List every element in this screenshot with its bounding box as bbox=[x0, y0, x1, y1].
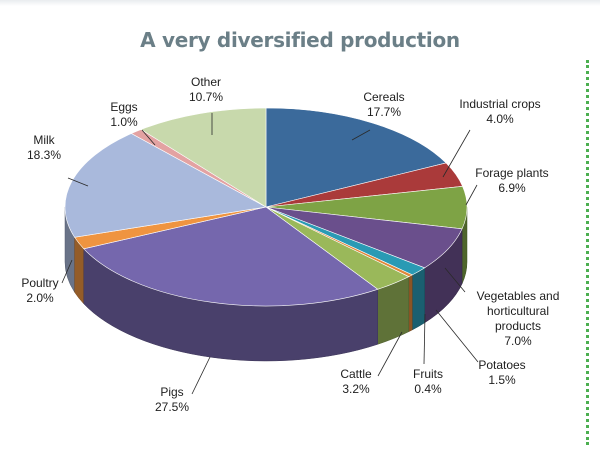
leader-line-poultry bbox=[61, 259, 73, 284]
top-strip bbox=[0, 0, 600, 6]
leader-line-forage-plants bbox=[465, 184, 478, 206]
slice-label-cattle: Cattle bbox=[340, 367, 372, 381]
slice-value-eggs: 1.0% bbox=[110, 115, 138, 129]
slice-label-forage-plants: Forage plants bbox=[475, 166, 548, 180]
slice-label-industrial-crops: Industrial crops bbox=[459, 97, 540, 111]
leader-line-cereals bbox=[351, 129, 371, 141]
leader-line-fruits bbox=[423, 313, 426, 365]
slice-label-vegetables-and-horticultural-products: products bbox=[495, 319, 541, 333]
slice-value-cereals: 17.7% bbox=[367, 105, 401, 119]
slice-label-pigs: Pigs bbox=[160, 385, 183, 399]
slice-label-fruits: Fruits bbox=[413, 367, 443, 381]
slice-value-potatoes: 1.5% bbox=[488, 373, 516, 387]
slice-label-cereals: Cereals bbox=[363, 90, 404, 104]
slice-label-milk: Milk bbox=[33, 133, 55, 147]
slice-label-vegetables-and-horticultural-products: horticultural bbox=[487, 304, 549, 318]
slice-value-industrial-crops: 4.0% bbox=[486, 112, 514, 126]
slice-value-milk: 18.3% bbox=[27, 148, 61, 162]
pie-slice-other bbox=[140, 107, 267, 208]
pie-side-potatoes bbox=[412, 267, 425, 331]
slice-label-potatoes: Potatoes bbox=[478, 358, 525, 372]
leader-line-potatoes bbox=[435, 309, 479, 363]
slice-value-forage-plants: 6.9% bbox=[498, 181, 526, 195]
dotted-divider bbox=[586, 60, 589, 445]
pie-slice-cereals bbox=[265, 107, 447, 208]
pie-slice-milk bbox=[64, 133, 267, 238]
leader-line-milk bbox=[67, 177, 89, 187]
leader-line-industrial-crops bbox=[442, 129, 471, 178]
slice-value-vegetables-and-horticultural-products: 7.0% bbox=[504, 334, 532, 348]
slice-label-other: Other bbox=[191, 75, 221, 89]
slice-label-eggs: Eggs bbox=[110, 100, 137, 114]
leader-line-cattle bbox=[377, 331, 403, 377]
slice-value-pigs: 27.5% bbox=[155, 400, 189, 414]
leader-line-vegetables-and-horticultural-products bbox=[444, 267, 466, 293]
slice-value-fruits: 0.4% bbox=[414, 382, 442, 396]
slice-label-vegetables-and-horticultural-products: Vegetables and bbox=[477, 289, 560, 303]
slice-value-other: 10.7% bbox=[189, 90, 223, 104]
slice-label-poultry: Poultry bbox=[21, 276, 58, 290]
pie-side-fruits bbox=[408, 274, 413, 333]
leader-line-eggs bbox=[141, 129, 156, 146]
slice-value-cattle: 3.2% bbox=[342, 382, 370, 396]
pie-slice-pigs bbox=[83, 206, 379, 307]
slice-value-poultry: 2.0% bbox=[26, 291, 54, 305]
leader-line-pigs bbox=[191, 356, 211, 395]
chart-title: A very diversified production bbox=[140, 28, 460, 52]
